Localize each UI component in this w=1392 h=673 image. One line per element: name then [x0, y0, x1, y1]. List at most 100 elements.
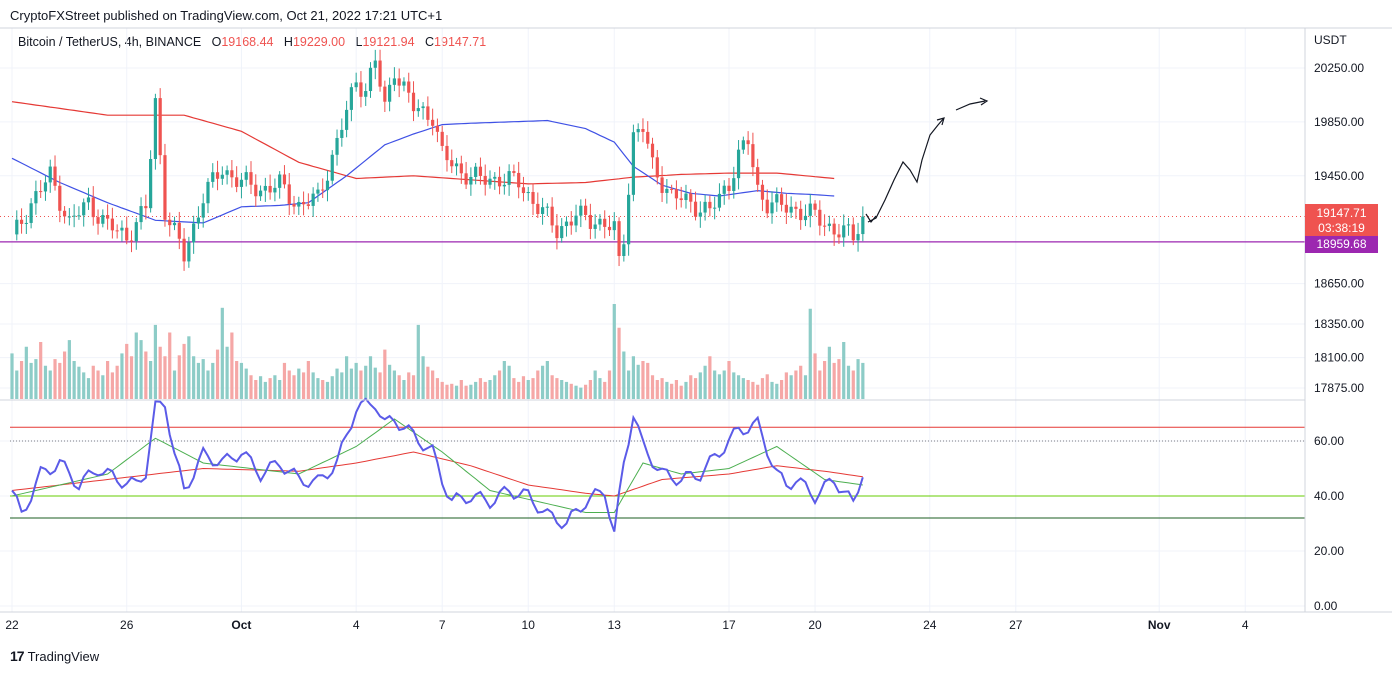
volume-bar: [149, 361, 153, 399]
volume-bar: [760, 378, 765, 399]
time-axis-label: 4: [353, 618, 360, 632]
support-price-badge: 18959.68: [1305, 236, 1378, 253]
candle-body: [765, 199, 769, 214]
candle-body: [125, 227, 129, 241]
last-price-value: 19147.71: [1316, 206, 1367, 220]
volume-bar: [450, 383, 454, 399]
candle-body: [856, 234, 860, 241]
candle-body: [220, 174, 224, 179]
volume-bar: [292, 375, 296, 399]
candle-body: [110, 218, 114, 231]
candle-body: [39, 191, 43, 193]
volume-bar: [593, 370, 597, 399]
volume-bar: [827, 346, 831, 399]
volume-bar: [655, 380, 659, 399]
candle-body: [96, 217, 100, 224]
volume-bar: [564, 381, 569, 399]
candle-body: [459, 163, 463, 174]
volume-bar: [62, 351, 67, 399]
candle-body: [19, 219, 24, 224]
candle-body: [684, 193, 688, 201]
volume-bar: [756, 384, 760, 399]
volume-bar: [861, 362, 865, 399]
candle-body: [483, 175, 487, 185]
tradingview-logo[interactable]: 17 TradingView: [10, 648, 99, 664]
candle-body: [555, 225, 559, 239]
candle-body: [670, 188, 674, 190]
candle-body: [708, 201, 712, 209]
candle-body: [239, 179, 244, 187]
candle-body: [383, 86, 387, 102]
candle-body: [550, 206, 554, 226]
symbol-legend: Bitcoin / TetherUS, 4h, BINANCE O19168.4…: [18, 35, 486, 49]
candle-body: [593, 224, 597, 229]
candle-body: [846, 224, 851, 226]
time-axis-label: 10: [522, 618, 536, 632]
volume-bar: [617, 327, 621, 399]
volume-bar: [91, 365, 95, 399]
volume-bar: [321, 380, 325, 399]
volume-bar: [34, 359, 38, 399]
candle-body: [263, 185, 267, 191]
time-axis-label: 24: [923, 618, 937, 632]
candle-body: [139, 206, 143, 223]
volume-bar: [574, 385, 578, 399]
volume-bar: [268, 378, 272, 399]
candle-body: [799, 208, 803, 221]
candle-body: [617, 221, 621, 257]
volume-bar: [837, 359, 841, 399]
candle-body: [225, 170, 229, 175]
candle-body: [655, 157, 659, 178]
candle-body: [402, 81, 406, 86]
volume-bar: [631, 356, 635, 399]
candle-body: [660, 177, 664, 193]
candle-body: [435, 125, 440, 132]
volume-bar: [230, 332, 234, 399]
candle-body: [58, 185, 62, 211]
volume-bar: [411, 375, 416, 399]
volume-bar: [607, 370, 612, 399]
candle-body: [316, 189, 320, 194]
volume-bar: [665, 381, 669, 399]
candle-body: [693, 201, 698, 217]
candle-body: [254, 184, 258, 197]
candle-body: [411, 92, 416, 112]
candle-body: [187, 242, 191, 262]
candlesticks: [15, 49, 865, 271]
volume-bar: [144, 351, 148, 399]
rsi-axis-label: 0.00: [1314, 599, 1338, 613]
candle-body: [86, 197, 91, 203]
volume-bar: [765, 374, 769, 399]
volume-bar: [550, 375, 554, 399]
time-axis-label: 17: [722, 618, 736, 632]
ohlc-close-value: 19147.71: [434, 35, 487, 49]
candle-body: [196, 217, 201, 224]
volume-bar: [86, 378, 91, 399]
volume-bar: [545, 361, 549, 399]
volume-bar: [354, 362, 358, 399]
candle-body: [215, 172, 220, 179]
candle-body: [646, 131, 650, 144]
volume-bar: [569, 383, 573, 399]
symbol-name[interactable]: Bitcoin / TetherUS, 4h, BINANCE: [18, 35, 202, 49]
volume-bar: [220, 307, 224, 399]
volume-bar: [235, 361, 239, 399]
volume-bar: [349, 368, 353, 399]
volume-bar: [679, 385, 683, 399]
candle-body: [153, 98, 157, 159]
time-axis-label: 26: [120, 618, 134, 632]
ma-slow-line: [11, 101, 835, 185]
volume-bar: [239, 362, 244, 399]
volume-bar: [125, 343, 129, 399]
candle-body: [258, 190, 263, 197]
volume-bar: [622, 351, 626, 399]
projection-arrow-head: [979, 97, 989, 106]
candle-body: [278, 174, 282, 188]
candle-body: [474, 166, 478, 177]
candle-body: [182, 238, 186, 262]
currency-label[interactable]: USDT: [1314, 33, 1347, 47]
volume-bar: [813, 353, 817, 399]
volume-bar: [856, 359, 860, 399]
volume-bar: [364, 365, 368, 399]
